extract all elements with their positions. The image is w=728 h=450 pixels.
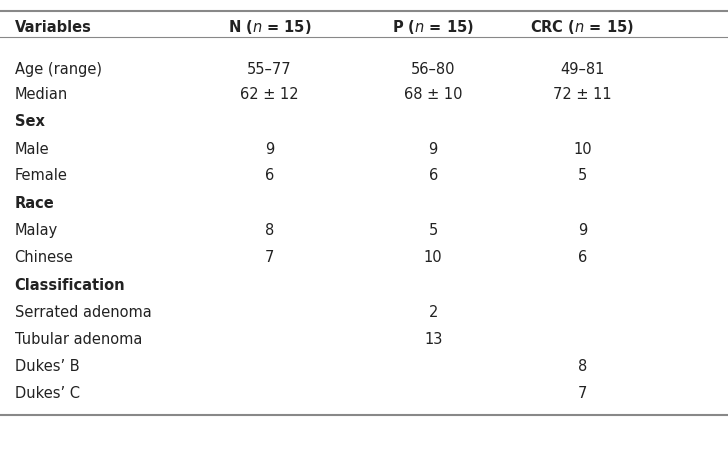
Text: 55–77: 55–77: [247, 62, 292, 77]
Text: 6: 6: [429, 168, 438, 183]
Text: 6: 6: [578, 250, 587, 265]
Text: Female: Female: [15, 168, 68, 183]
Text: Variables: Variables: [15, 19, 92, 35]
Text: Sex: Sex: [15, 114, 44, 129]
Text: Male: Male: [15, 142, 50, 157]
Text: 7: 7: [578, 386, 587, 401]
Text: Race: Race: [15, 196, 55, 211]
Text: N ($\it{n}$ = 15): N ($\it{n}$ = 15): [228, 18, 311, 36]
Text: Dukes’ C: Dukes’ C: [15, 386, 79, 401]
Text: 10: 10: [424, 250, 443, 265]
Text: Age (range): Age (range): [15, 62, 102, 77]
Text: 5: 5: [429, 223, 438, 238]
Text: 9: 9: [265, 142, 274, 157]
Text: 9: 9: [578, 223, 587, 238]
Text: Median: Median: [15, 87, 68, 102]
Text: 68 ± 10: 68 ± 10: [404, 87, 462, 102]
Text: 8: 8: [265, 223, 274, 238]
Text: Chinese: Chinese: [15, 250, 74, 265]
Text: 6: 6: [265, 168, 274, 183]
Text: 56–80: 56–80: [411, 62, 456, 77]
Text: 49–81: 49–81: [561, 62, 604, 77]
Text: 10: 10: [573, 142, 592, 157]
Text: Malay: Malay: [15, 223, 58, 238]
Text: 62 ± 12: 62 ± 12: [240, 87, 298, 102]
Text: Classification: Classification: [15, 278, 125, 293]
Text: Serrated adenoma: Serrated adenoma: [15, 305, 151, 320]
Text: 5: 5: [578, 168, 587, 183]
Text: Dukes’ B: Dukes’ B: [15, 359, 79, 374]
Text: 72 ± 11: 72 ± 11: [553, 87, 612, 102]
Text: 8: 8: [578, 359, 587, 374]
Text: CRC ($\it{n}$ = 15): CRC ($\it{n}$ = 15): [531, 18, 634, 36]
Text: 2: 2: [429, 305, 438, 320]
Text: 13: 13: [424, 332, 443, 347]
Text: Tubular adenoma: Tubular adenoma: [15, 332, 142, 347]
Text: 9: 9: [429, 142, 438, 157]
Text: P ($\it{n}$ = 15): P ($\it{n}$ = 15): [392, 18, 474, 36]
Text: 7: 7: [265, 250, 274, 265]
